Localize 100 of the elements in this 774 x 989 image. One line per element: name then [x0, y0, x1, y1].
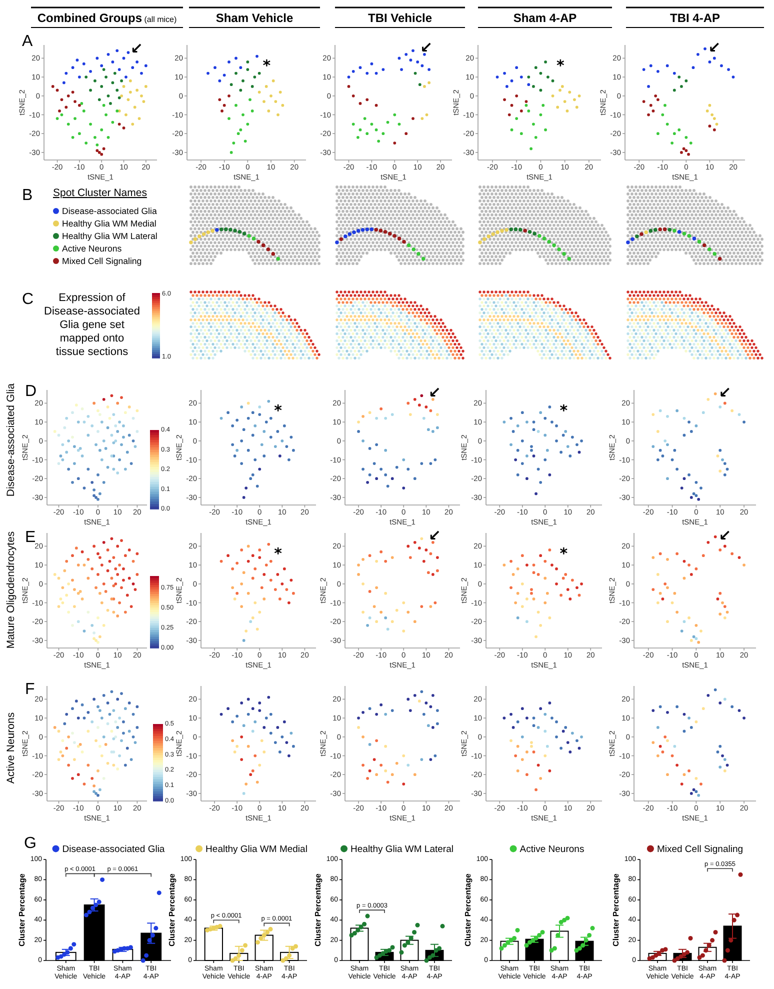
annotation: *: [274, 402, 282, 420]
point: [380, 610, 383, 614]
point: [244, 630, 248, 632]
point: [694, 790, 698, 794]
point: [562, 576, 565, 580]
point: [544, 754, 547, 758]
text: D: [25, 383, 37, 400]
text: Active Neurons: [5, 712, 17, 784]
y-axis-title: Cluster Percentage: [612, 872, 620, 946]
point: [418, 546, 421, 550]
point: [723, 462, 726, 465]
point: [532, 571, 536, 574]
point: [548, 406, 552, 408]
point: [708, 124, 712, 128]
point: [256, 780, 259, 784]
point: [94, 79, 96, 82]
point: [536, 573, 540, 576]
point: [131, 122, 134, 126]
point: [432, 398, 434, 401]
point: [682, 620, 686, 624]
point: [408, 413, 412, 416]
point: [730, 409, 734, 412]
point: [718, 612, 722, 616]
point: [278, 598, 282, 600]
point: [420, 690, 424, 694]
point: [423, 85, 426, 88]
point: [656, 726, 660, 729]
point: [426, 571, 430, 574]
point: [375, 560, 378, 563]
point: [406, 610, 410, 614]
point: [390, 709, 394, 712]
point: [269, 712, 272, 716]
point: [292, 448, 295, 452]
point: [539, 72, 542, 75]
point: [382, 132, 385, 136]
point: [527, 110, 530, 112]
point: [406, 468, 410, 471]
point: [676, 610, 678, 614]
point: [697, 794, 700, 797]
point: [706, 110, 709, 112]
point: [231, 443, 234, 446]
point: [362, 582, 364, 586]
point: [236, 132, 240, 136]
point: [680, 85, 683, 88]
point: [246, 544, 250, 548]
point: [395, 608, 398, 612]
point: [555, 439, 558, 442]
point: [690, 792, 693, 795]
point: [226, 554, 230, 558]
point: [234, 104, 238, 107]
point: [661, 750, 664, 754]
point: [568, 750, 572, 754]
point: [290, 436, 293, 439]
point: [402, 630, 406, 632]
point: [380, 703, 383, 706]
point: [248, 98, 252, 102]
point: [568, 454, 572, 458]
point: [94, 136, 96, 139]
point: [246, 416, 250, 420]
point: [714, 392, 717, 396]
point: [357, 564, 360, 566]
legend-label: Active Neurons: [62, 244, 122, 254]
point: [649, 64, 652, 68]
point: [218, 98, 222, 102]
point: [520, 76, 523, 78]
point: [230, 151, 233, 154]
point: [532, 454, 536, 458]
point: [422, 416, 426, 420]
point: [375, 620, 378, 624]
point: [672, 132, 676, 136]
point: [578, 746, 581, 750]
point: [532, 724, 536, 728]
chart-title: Disease-associated Glia: [62, 844, 166, 855]
point: [269, 560, 272, 563]
point: [258, 764, 262, 767]
point: [661, 454, 664, 458]
point: [738, 556, 741, 559]
point: [118, 96, 121, 100]
point: [520, 411, 524, 414]
point: [702, 411, 705, 414]
point: [642, 68, 646, 71]
point: [269, 732, 272, 735]
point: [544, 60, 547, 64]
point: [652, 588, 655, 591]
point: [687, 152, 690, 156]
point: [242, 639, 246, 642]
point: [206, 72, 210, 75]
point: [413, 398, 416, 401]
point: [406, 402, 410, 405]
point: [527, 76, 530, 78]
point: [264, 85, 268, 88]
point: [352, 70, 355, 73]
point: [362, 710, 364, 714]
point: [290, 732, 293, 735]
point: [368, 769, 372, 772]
point: [267, 696, 270, 699]
point: [140, 72, 143, 75]
point: [580, 735, 583, 738]
point: [718, 448, 722, 452]
point: [516, 769, 520, 772]
